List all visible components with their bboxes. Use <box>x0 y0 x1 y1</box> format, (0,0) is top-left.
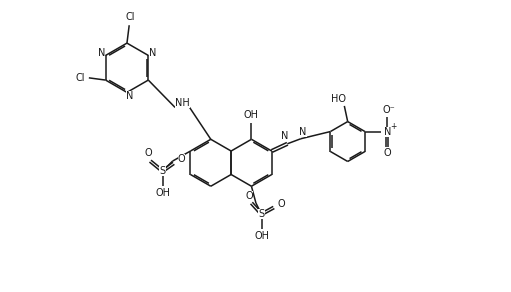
Text: S: S <box>259 209 265 219</box>
Text: O: O <box>178 154 185 164</box>
Text: OH: OH <box>244 110 259 120</box>
Text: N: N <box>149 48 156 58</box>
Text: +: + <box>390 122 396 131</box>
Text: O: O <box>245 191 253 201</box>
Text: O: O <box>384 148 391 158</box>
Text: O: O <box>277 199 285 208</box>
Text: NH: NH <box>175 98 190 108</box>
Text: N: N <box>98 48 105 58</box>
Text: HO: HO <box>331 94 346 104</box>
Text: OH: OH <box>155 188 170 198</box>
Text: N: N <box>384 126 391 137</box>
Text: Cl: Cl <box>126 12 135 22</box>
Text: N: N <box>299 127 307 137</box>
Text: OH: OH <box>254 231 269 241</box>
Text: N: N <box>282 131 289 142</box>
Text: N: N <box>126 91 133 101</box>
Text: O⁻: O⁻ <box>382 105 395 115</box>
Text: Cl: Cl <box>76 73 85 83</box>
Text: S: S <box>159 166 166 176</box>
Text: O: O <box>144 148 152 158</box>
